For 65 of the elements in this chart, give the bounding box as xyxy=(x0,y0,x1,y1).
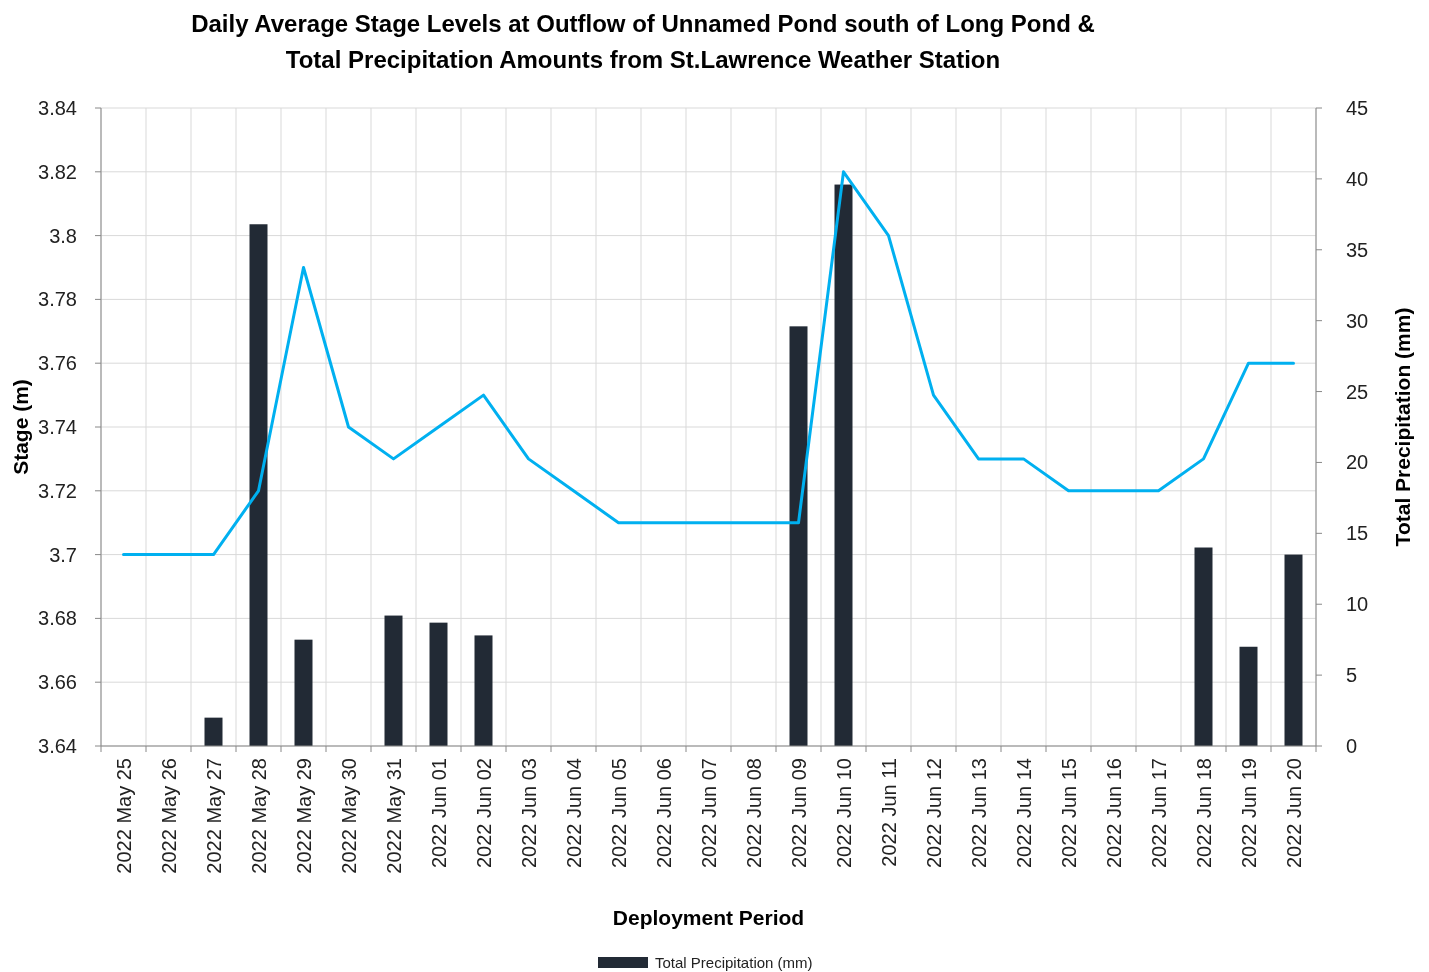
bar xyxy=(834,184,853,746)
x-tick-label: 2022 May 31 xyxy=(382,758,405,874)
y2-tick-label: 15 xyxy=(1346,522,1369,545)
x-tick-label: 2022 Jun 15 xyxy=(1057,758,1080,869)
y2-axis-title: Total Precipitation (mm) xyxy=(1391,307,1414,547)
x-tick-label: 2022 Jun 20 xyxy=(1282,758,1305,869)
x-tick-label: 2022 Jun 03 xyxy=(517,758,540,869)
x-tick-label: 2022 Jun 14 xyxy=(1012,758,1035,869)
x-tick-label: 2022 Jun 02 xyxy=(472,758,495,869)
bar xyxy=(1239,646,1258,746)
bar xyxy=(1194,547,1213,746)
bar xyxy=(384,615,403,746)
y2-tick-label: 10 xyxy=(1346,593,1369,616)
x-tick-label: 2022 Jun 09 xyxy=(787,758,810,869)
bar xyxy=(789,326,808,746)
bar xyxy=(249,224,268,746)
x-tick-label: 2022 Jun 19 xyxy=(1237,758,1260,869)
y-axis-title: Stage (m) xyxy=(9,379,32,475)
y2-tick-label: 5 xyxy=(1346,664,1358,687)
y-tick-label: 3.82 xyxy=(38,160,77,183)
y-tick-label: 3.72 xyxy=(38,479,77,502)
x-tick-label: 2022 Jun 08 xyxy=(742,758,765,869)
x-axis-title: Deployment Period xyxy=(612,906,805,929)
x-tick-label: 2022 Jun 17 xyxy=(1147,758,1170,869)
y2-tick-label: 35 xyxy=(1346,238,1369,261)
x-tick-label: 2022 May 29 xyxy=(292,758,315,874)
y2-tick-label: 25 xyxy=(1346,380,1369,403)
y-tick-label: 3.66 xyxy=(38,671,77,694)
x-tick-label: 2022 Jun 11 xyxy=(877,758,900,867)
x-tick-label: 2022 May 25 xyxy=(112,758,135,874)
x-tick-label: 2022 Jun 06 xyxy=(652,758,675,869)
line-series xyxy=(122,170,1295,557)
y-tick-label: 3.78 xyxy=(38,288,77,311)
y-tick-label: 3.7 xyxy=(49,543,77,566)
bar xyxy=(1284,554,1303,746)
y2-tick-label: 30 xyxy=(1346,309,1369,332)
y2-tick-label: 40 xyxy=(1346,167,1369,190)
bar xyxy=(294,639,313,746)
y2-tick-label: 20 xyxy=(1346,451,1369,474)
bar xyxy=(204,717,223,746)
chart-title: Daily Average Stage Levels at Outflow of Unnamed Pond south of Long Pond & Total Precipitation Amounts from St.Lawrence Weather Station xyxy=(191,10,1095,73)
y2-tick-label: 45 xyxy=(1346,97,1369,119)
x-tick-label: 2022 Jun 10 xyxy=(832,758,855,869)
y2-tick-label: 0 xyxy=(1346,735,1358,757)
x-tick-label: 2022 May 27 xyxy=(202,758,225,874)
y-tick-label: 3.84 xyxy=(38,97,77,119)
bar xyxy=(429,622,448,746)
x-tick-label: 2022 Jun 13 xyxy=(967,758,990,869)
y-tick-label: 3.64 xyxy=(38,735,77,757)
x-tick-label: 2022 Jun 12 xyxy=(922,758,945,869)
x-tick-label: 2022 Jun 05 xyxy=(607,758,630,869)
x-tick-label: 2022 May 26 xyxy=(157,758,180,874)
x-tick-label: 2022 May 28 xyxy=(247,758,270,874)
x-tick-label: 2022 Jun 01 xyxy=(427,758,450,869)
bar xyxy=(474,635,493,746)
x-tick-label: 2022 Jun 16 xyxy=(1102,758,1125,869)
y-tick-label: 3.68 xyxy=(38,607,77,630)
y-tick-label: 3.8 xyxy=(49,224,77,247)
x-tick-label: 2022 May 30 xyxy=(337,758,360,874)
x-tick-label: 2022 Jun 04 xyxy=(562,758,585,869)
legend-label: Total Precipitation (mm) xyxy=(655,954,813,971)
x-tick-label: 2022 Jun 18 xyxy=(1192,758,1215,869)
x-tick-label: 2022 Jun 07 xyxy=(697,758,720,869)
y-tick-label: 3.74 xyxy=(38,416,77,438)
y-tick-label: 3.76 xyxy=(38,352,77,375)
